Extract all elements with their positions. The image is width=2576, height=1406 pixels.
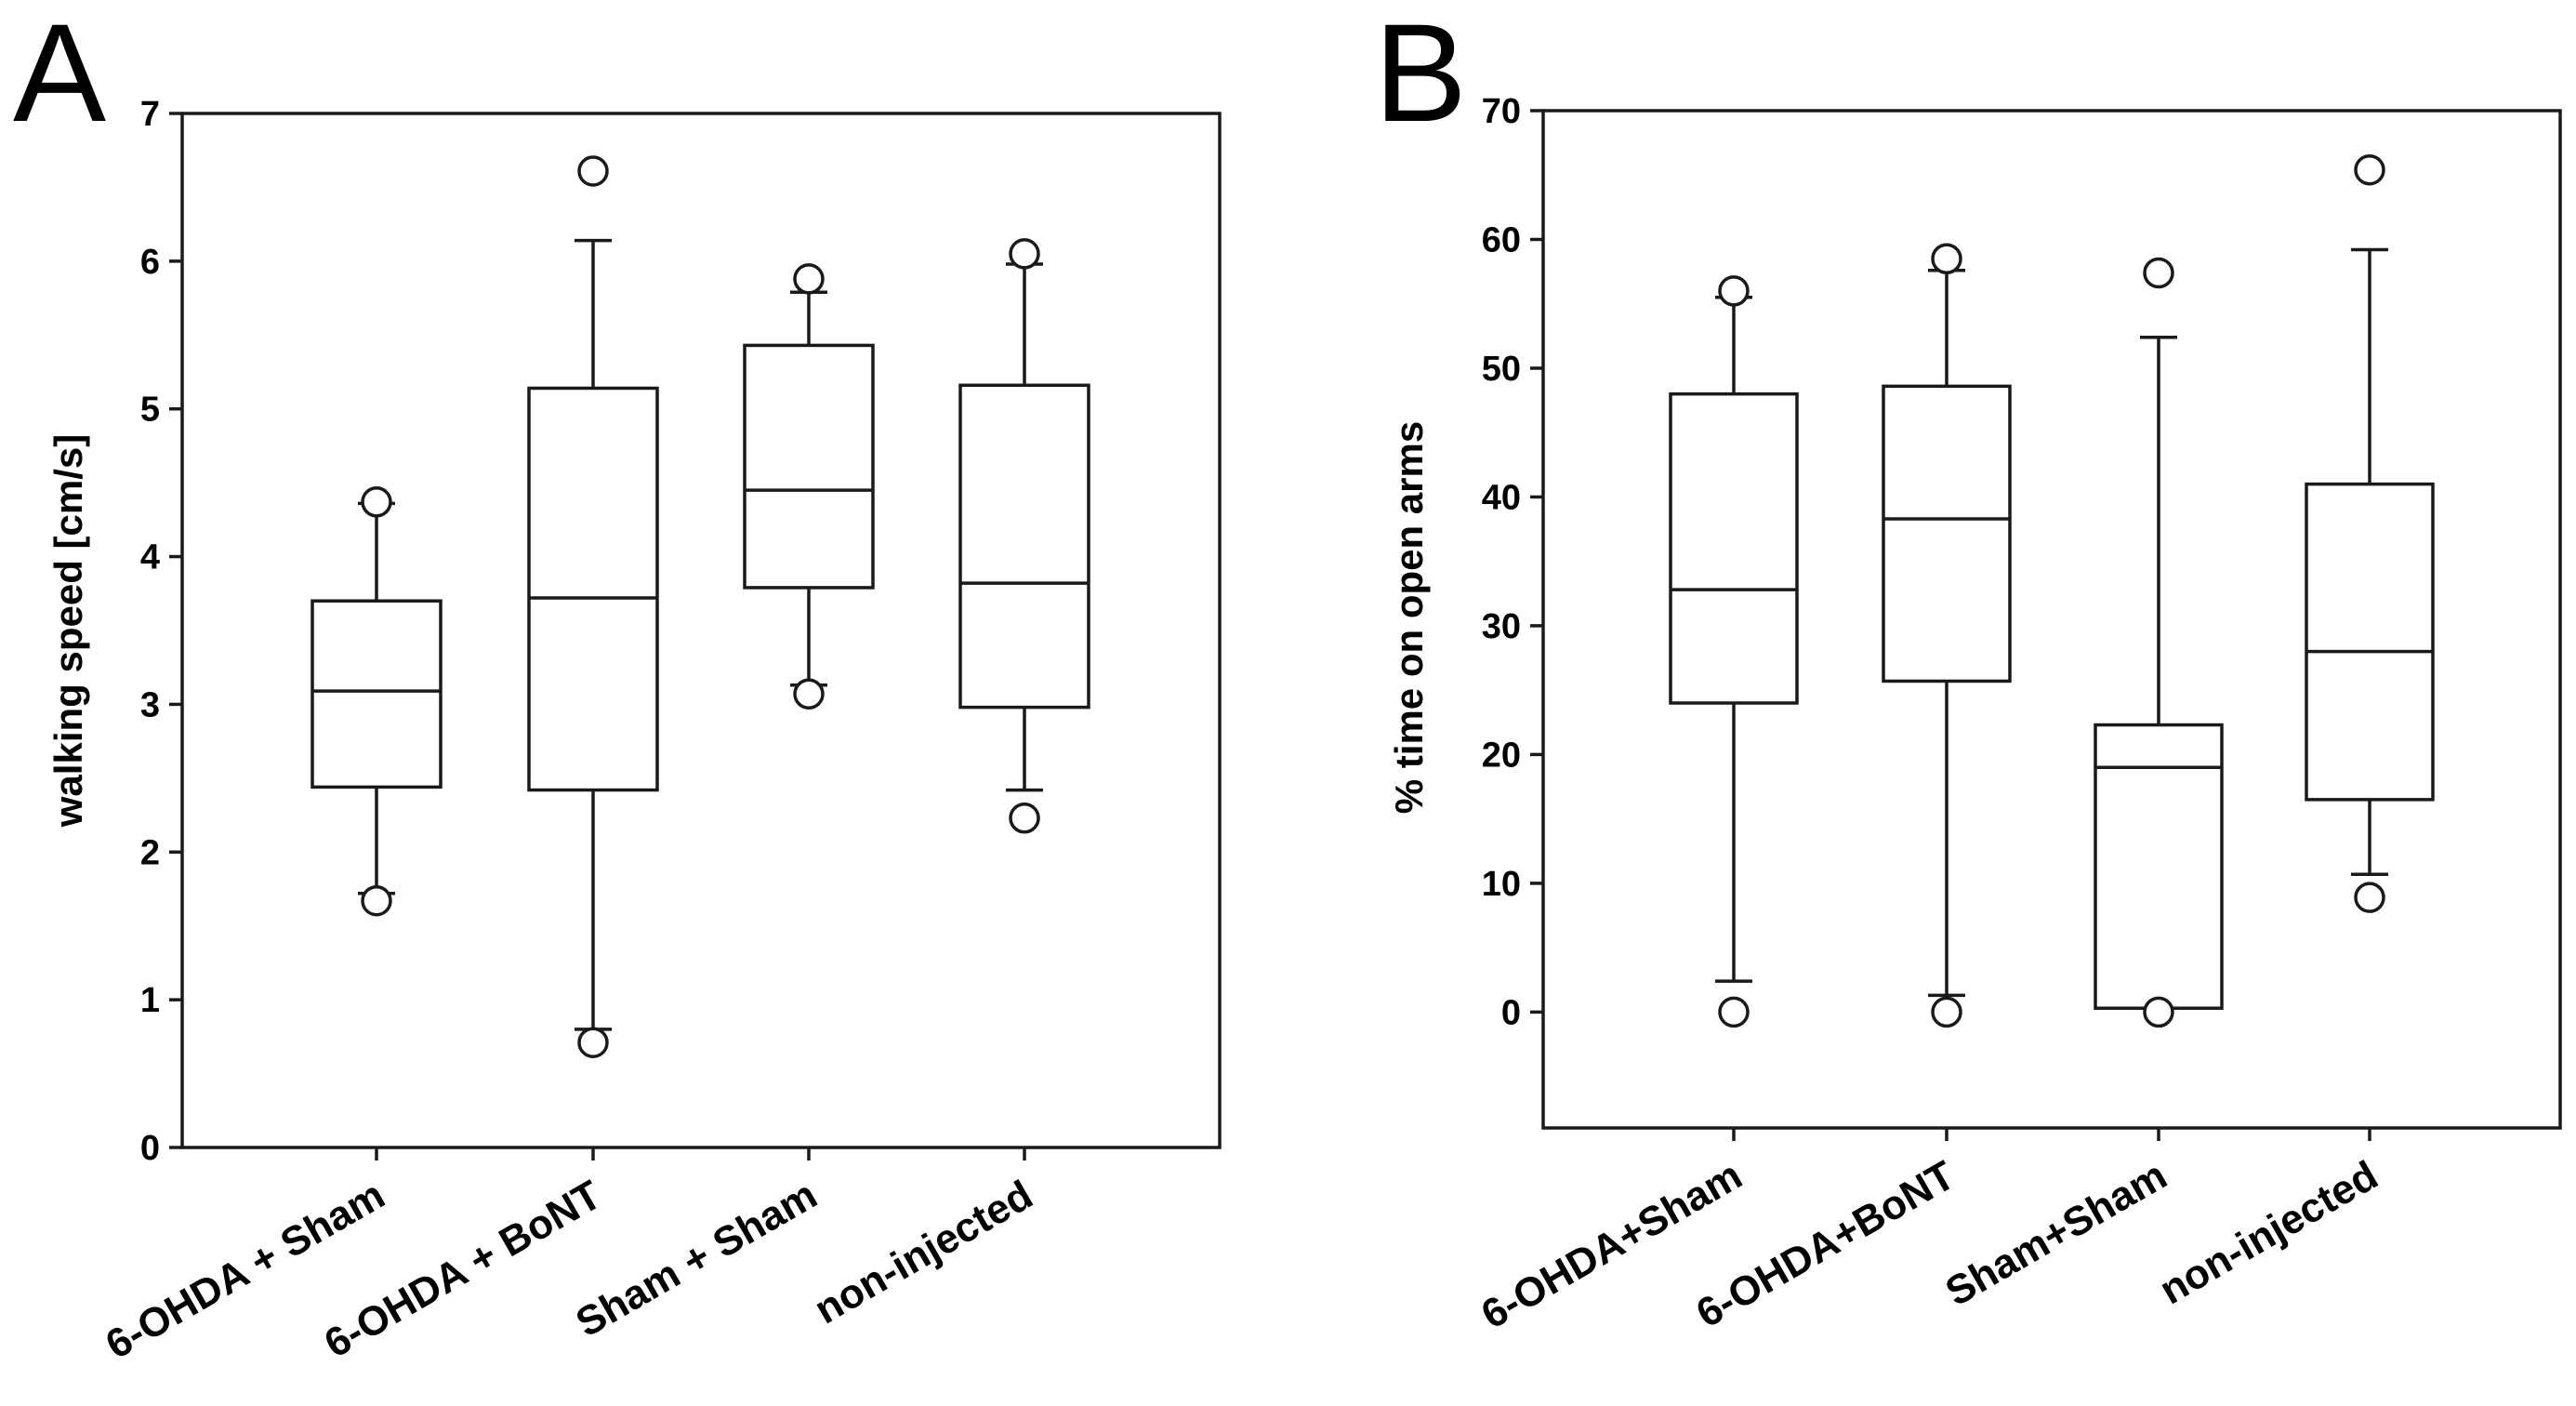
iqr-box <box>743 343 875 590</box>
panel-b-y-tick-label: 50 <box>1482 350 1521 389</box>
panel-a-box-4 <box>958 238 1090 834</box>
outlier-point <box>577 155 609 187</box>
panel-b-y-tick-label: 20 <box>1482 736 1521 775</box>
panel-b-y-axis-title: % time on open arms <box>1387 421 1431 814</box>
panel-a-y-tick-label: 0 <box>140 1129 160 1168</box>
panel-a-box-3 <box>743 263 875 710</box>
panel-b-y-tick-label: 70 <box>1482 92 1521 131</box>
panel-b-label: B <box>1374 0 1467 151</box>
panel-b-y-tick-label: 60 <box>1482 220 1521 259</box>
panel-b-box-2 <box>1882 243 2012 1028</box>
iqr-box <box>1882 384 2012 683</box>
panel-a-label: A <box>13 0 106 151</box>
panel-b-y-tick-label: 0 <box>1501 993 1521 1032</box>
iqr-box <box>2094 723 2224 1010</box>
panel-b-plot-area <box>1669 153 2435 1028</box>
outlier-point <box>2143 257 2174 289</box>
panel-a-y-tick-label: 2 <box>140 833 160 872</box>
outlier-point <box>361 884 392 917</box>
panel-b-category-label: Sham+Sham <box>1938 1152 2174 1315</box>
panel-a-box-1 <box>310 486 443 917</box>
panel-a-y-tick-label: 6 <box>140 243 160 282</box>
iqr-box <box>527 386 659 792</box>
iqr-box <box>958 383 1090 710</box>
outlier-point <box>2354 153 2385 186</box>
outlier-point <box>793 678 825 710</box>
panel-b-y-tick-label: 40 <box>1482 478 1521 517</box>
iqr-box <box>2305 482 2435 802</box>
panel-a-category-label: non-injected <box>807 1172 1040 1333</box>
panel-b-y-tick-label: 10 <box>1482 865 1521 904</box>
panel-a-y-ticks: 0 1 2 3 4 5 6 7 <box>140 95 182 1168</box>
panel-b: B % time on open arms 0 10 20 30 40 50 60 70 6-… <box>1374 0 2562 1338</box>
outlier-point <box>1009 802 1040 834</box>
outlier-point <box>1009 238 1040 270</box>
panel-a-y-tick-label: 4 <box>140 538 160 577</box>
outlier-point <box>361 486 392 518</box>
panel-a-y-axis-title: walking speed [cm/s] <box>46 434 90 828</box>
panel-b-y-tick-label: 30 <box>1482 607 1521 646</box>
panel-b-frame <box>1541 109 2562 1130</box>
outlier-point <box>793 263 825 295</box>
panel-a-frame <box>180 112 1222 1149</box>
iqr-box <box>310 599 443 789</box>
panel-a-y-tick-label: 3 <box>140 685 160 724</box>
panel-a-y-tick-label: 7 <box>140 95 160 134</box>
outlier-point <box>2354 882 2385 913</box>
panel-a-y-tick-label: 5 <box>140 391 160 430</box>
panel-b-category-labels: 6-OHDA+Sham6-OHDA+BoNTSham+Shamnon-injec… <box>1473 1128 2385 1338</box>
panel-b-box-3 <box>2094 257 2224 1028</box>
panel-b-box-4 <box>2305 153 2435 913</box>
outlier-point <box>1931 243 1962 275</box>
iqr-box <box>1669 391 1799 705</box>
panel-b-box-1 <box>1669 275 1799 1028</box>
panel-a-box-2 <box>527 155 659 1058</box>
panel-a: A walking speed [cm/s] 0 1 2 3 4 5 6 7 6-OHDA +… <box>13 0 1222 1368</box>
outlier-point <box>1718 275 1750 307</box>
outlier-point <box>1718 996 1750 1028</box>
outlier-point <box>577 1027 609 1058</box>
panel-a-plot-area <box>310 155 1090 1058</box>
panel-a-y-tick-label: 1 <box>140 981 160 1020</box>
panel-a-category-label: Sham + Sham <box>569 1172 825 1346</box>
outlier-point <box>2143 996 2174 1028</box>
panel-b-category-label: non-injected <box>2152 1152 2385 1313</box>
outlier-point <box>1931 996 1962 1028</box>
panel-b-y-ticks: 0 10 20 30 40 50 60 70 <box>1482 92 1543 1032</box>
